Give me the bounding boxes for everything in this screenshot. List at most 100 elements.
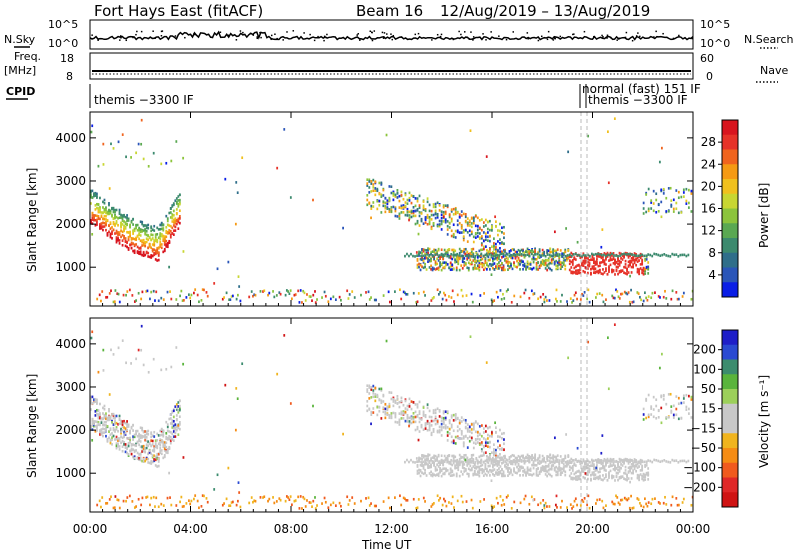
power-cell: [594, 261, 597, 265]
power-cell: [105, 218, 107, 221]
power-cell: [499, 229, 501, 233]
velocity-cell: [657, 408, 660, 412]
velocity-cell: [102, 423, 104, 427]
power-cell: [589, 258, 592, 262]
velocity-cell: [385, 339, 388, 343]
power-cell: [378, 203, 381, 207]
velocity-cell: [478, 467, 481, 471]
power-cell: [549, 261, 552, 265]
power-cell: [404, 201, 407, 204]
velocity-cell: [479, 454, 482, 458]
power-cell: [175, 219, 178, 223]
velocity-cell: [675, 497, 678, 500]
power-cell: [572, 299, 575, 302]
power-cell: [437, 247, 440, 251]
velocity-cell: [151, 449, 154, 452]
velocity-cell: [169, 413, 172, 416]
velocity-cell: [102, 412, 104, 415]
velocity-cell: [127, 437, 130, 440]
power-cell: [99, 209, 101, 213]
velocity-cell: [178, 415, 181, 419]
power-cell: [639, 256, 642, 260]
velocity-cell: [221, 503, 224, 507]
velocity-cell: [117, 442, 119, 446]
velocity-cell: [476, 434, 479, 438]
power-cell: [182, 250, 185, 253]
power-cell: [633, 258, 636, 262]
power-cell: [132, 217, 135, 221]
velocity-cell: [370, 413, 373, 416]
velocity-cell: [687, 412, 690, 415]
power-cell: [153, 239, 156, 242]
velocity-cell: [139, 445, 142, 449]
power-cell: [456, 252, 459, 256]
power-cell: [443, 291, 445, 295]
velocity-cell: [439, 496, 442, 500]
power-cell: [594, 270, 597, 274]
velocity-cell: [115, 437, 118, 441]
velocity-cell: [112, 426, 115, 430]
velocity-cell: [547, 465, 550, 468]
velocity-cell: [392, 398, 395, 401]
velocity-cell: [486, 441, 489, 445]
velocity-cell: [111, 438, 113, 441]
noise-tick-bottom-left: 10^0: [48, 37, 78, 50]
velocity-cell: [374, 399, 377, 403]
velocity-cell: [638, 478, 641, 482]
power-cell: [114, 289, 117, 292]
velocity-cell: [366, 384, 369, 387]
power-cell: [537, 251, 540, 254]
power-cell: [624, 266, 627, 269]
power-cell: [486, 235, 489, 239]
velocity-cell: [504, 465, 506, 468]
power-cell: [442, 266, 445, 270]
power-cell: [142, 238, 145, 242]
power-cell: [145, 229, 148, 233]
velocity-cell: [587, 494, 590, 498]
velocity-cell: [596, 476, 598, 479]
velocity-cell: [151, 434, 154, 438]
velocity-cell: [384, 416, 387, 420]
power-cell: [169, 233, 172, 237]
velocity-cell: [437, 499, 440, 502]
velocity-cell: [644, 465, 647, 468]
velocity-cell: [550, 474, 553, 478]
power-cell: [438, 219, 441, 223]
velocity-cell: [559, 467, 562, 470]
power-cell: [474, 232, 477, 235]
power-cell: [106, 295, 109, 299]
power-cell: [677, 196, 680, 200]
velocity-cell: [169, 439, 172, 443]
power-cell: [621, 258, 624, 261]
power-cell: [667, 254, 670, 258]
power-cell: [638, 269, 641, 273]
power-cell: [647, 295, 650, 298]
velocity-cell: [624, 469, 627, 472]
velocity-cell: [303, 497, 306, 501]
velocity-cell: [605, 473, 607, 476]
velocity-cell: [105, 434, 107, 438]
velocity-cell: [535, 472, 538, 475]
velocity-cell: [513, 454, 515, 458]
power-cell: [404, 213, 407, 217]
power-cell: [448, 215, 451, 219]
power-cell: [424, 221, 427, 224]
velocity-cell: [165, 420, 168, 424]
velocity-cell: [370, 388, 373, 391]
power-cell: [553, 230, 556, 234]
power-cell: [115, 215, 118, 219]
power-cell: [494, 215, 497, 219]
velocity-cell: [594, 476, 597, 480]
noise-search-dot: [256, 37, 259, 40]
velocity-cell: [454, 414, 457, 417]
velocity-cell: [156, 432, 159, 436]
velocity-cell: [495, 462, 497, 466]
velocity-cell: [623, 477, 625, 481]
power-cell: [503, 232, 505, 235]
power-cell: [445, 298, 448, 302]
power-cell: [553, 255, 556, 259]
velocity-cell: [153, 459, 156, 463]
power-cell: [386, 202, 389, 206]
power-cell: [390, 206, 393, 209]
